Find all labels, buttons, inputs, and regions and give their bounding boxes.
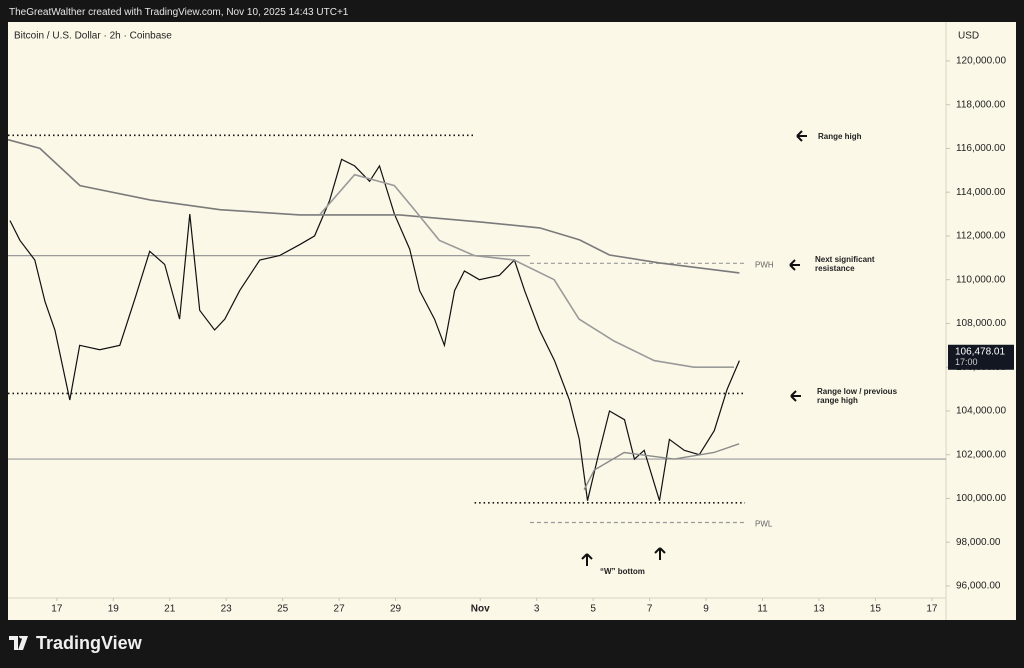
credit: TheGreatWalther created with TradingView… bbox=[9, 7, 349, 18]
currency: USD bbox=[958, 31, 979, 42]
series-line bbox=[583, 443, 740, 491]
chart-title: Bitcoin / U.S. Dollar · 2h · Coinbase bbox=[14, 31, 172, 42]
series-line bbox=[318, 173, 734, 368]
x-tick-label: 9 bbox=[703, 604, 709, 615]
x-tick-label: Nov bbox=[471, 604, 490, 615]
y-tick-label: 102,000.00 bbox=[956, 449, 1006, 460]
annotation: “W” bottom bbox=[600, 567, 645, 576]
annotation-arrows bbox=[581, 130, 807, 566]
x-tick-label: 17 bbox=[926, 604, 938, 615]
price-time: 17:00 bbox=[955, 357, 978, 367]
annotation: Range low / previous range high bbox=[817, 387, 898, 405]
level-label: PWH bbox=[755, 260, 774, 269]
x-tick-label: 5 bbox=[590, 604, 596, 615]
x-tick-label: 7 bbox=[647, 604, 653, 615]
annotation: Range high bbox=[818, 132, 862, 141]
logo: TradingView bbox=[36, 633, 142, 653]
y-tick-label: 104,000.00 bbox=[956, 406, 1006, 417]
level-label: PWL bbox=[755, 520, 773, 529]
x-tick-label: 23 bbox=[221, 604, 233, 615]
y-tick-label: 120,000.00 bbox=[956, 56, 1006, 67]
x-tick-label: 27 bbox=[334, 604, 346, 615]
y-tick-label: 112,000.00 bbox=[956, 231, 1006, 242]
logo-icon bbox=[9, 636, 28, 650]
y-tick-label: 116,000.00 bbox=[956, 143, 1006, 154]
x-tick-label: 29 bbox=[390, 604, 402, 615]
x-tick-label: 11 bbox=[757, 604, 768, 615]
y-tick-label: 96,000.00 bbox=[956, 581, 1001, 592]
y-tick-label: 108,000.00 bbox=[956, 318, 1006, 329]
chart-background bbox=[8, 22, 1016, 620]
y-tick-label: 118,000.00 bbox=[956, 99, 1006, 110]
series-line bbox=[7, 138, 740, 274]
price-label: 106,478.01 bbox=[955, 346, 1005, 357]
x-tick-label: 15 bbox=[870, 604, 882, 615]
x-tick-label: 13 bbox=[813, 604, 825, 615]
y-tick-label: 100,000.00 bbox=[956, 493, 1006, 504]
y-tick-label: 98,000.00 bbox=[956, 537, 1001, 548]
x-tick-label: 19 bbox=[108, 604, 120, 615]
x-tick-label: 17 bbox=[51, 604, 63, 615]
annotation: Next significant resistance bbox=[815, 255, 875, 273]
price-label-box bbox=[948, 344, 1014, 370]
x-tick-label: 3 bbox=[534, 604, 540, 615]
x-tick-label: 21 bbox=[164, 604, 176, 615]
y-tick-label: 110,000.00 bbox=[956, 274, 1006, 285]
x-tick-label: 25 bbox=[277, 604, 289, 615]
y-tick-label: 114,000.00 bbox=[956, 187, 1006, 198]
